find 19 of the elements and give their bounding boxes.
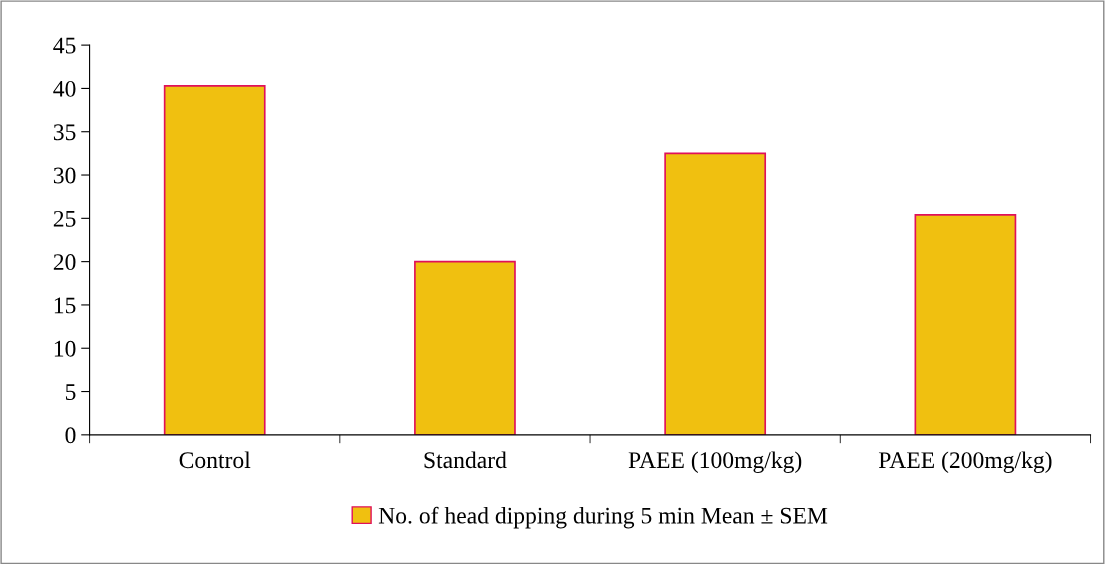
y-tick-label: 5 xyxy=(65,384,76,400)
x-tick-label: Standard xyxy=(424,451,507,469)
bar xyxy=(914,214,1017,435)
x-tick-label: PAEE (100mg/kg) xyxy=(628,451,802,473)
y-tick-label: 0 xyxy=(65,427,76,444)
y-tick-label: 25 xyxy=(53,210,76,227)
y-tick-label: 10 xyxy=(54,340,76,357)
x-tick-label: PAEE (200mg/kg) xyxy=(878,451,1052,473)
y-tick-label: 20 xyxy=(53,254,76,271)
y-tick-label: 35 xyxy=(53,124,76,141)
x-tick-label: Control xyxy=(179,451,251,469)
bar xyxy=(414,260,516,435)
bar xyxy=(664,152,767,435)
y-tick-label: 15 xyxy=(54,297,76,314)
legend-label: No. of head dipping during 5 min Mean ± SEM xyxy=(378,506,828,529)
y-tick-label: 30 xyxy=(53,167,76,184)
bar xyxy=(163,84,266,435)
y-tick-label: 45 xyxy=(53,37,76,54)
y-tick-label: 40 xyxy=(53,80,76,97)
